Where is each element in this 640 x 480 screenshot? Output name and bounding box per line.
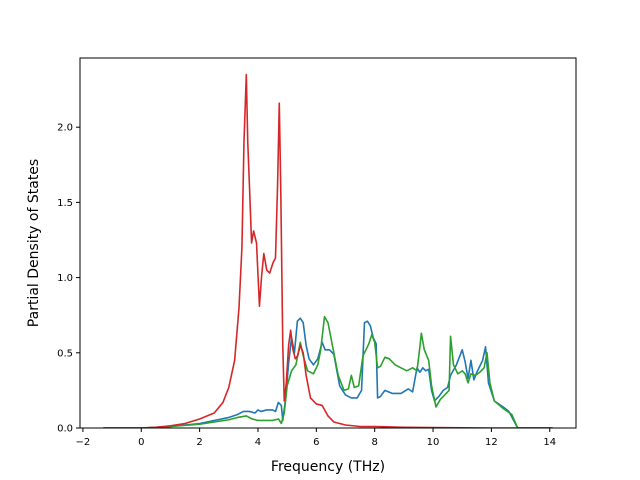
series-line-3 <box>103 73 553 428</box>
x-tick-label: 10 <box>427 437 440 448</box>
x-tick-label: 12 <box>485 437 498 448</box>
x-tick-label: 14 <box>543 437 556 448</box>
series-layer <box>103 73 553 428</box>
y-axis-title: Partial Density of States <box>26 159 42 327</box>
series-line-2 <box>103 315 553 428</box>
y-tick-label: 1.0 <box>57 273 73 284</box>
x-tick-label: 0 <box>138 437 144 448</box>
plot-background <box>80 58 576 428</box>
x-tick-label: 4 <box>255 437 261 448</box>
y-tick-label: 2.0 <box>57 123 73 134</box>
plot-frame <box>79 57 577 429</box>
y-tick-label: 0.5 <box>57 348 73 359</box>
x-tick-label: −2 <box>76 437 91 448</box>
axes-layer: −2 0 2 4 6 8 10 12 14 0.0 0.5 1.0 1.5 2.0 <box>57 57 577 448</box>
x-tick-label: 2 <box>196 437 202 448</box>
plot-area <box>80 58 576 428</box>
x-axis-title: Frequency (THz) <box>271 459 385 475</box>
x-tick-label: 8 <box>371 437 377 448</box>
y-tick-label: 1.5 <box>57 198 73 209</box>
x-tick-label: 6 <box>313 437 319 448</box>
y-tick-label: 0.0 <box>57 424 73 435</box>
